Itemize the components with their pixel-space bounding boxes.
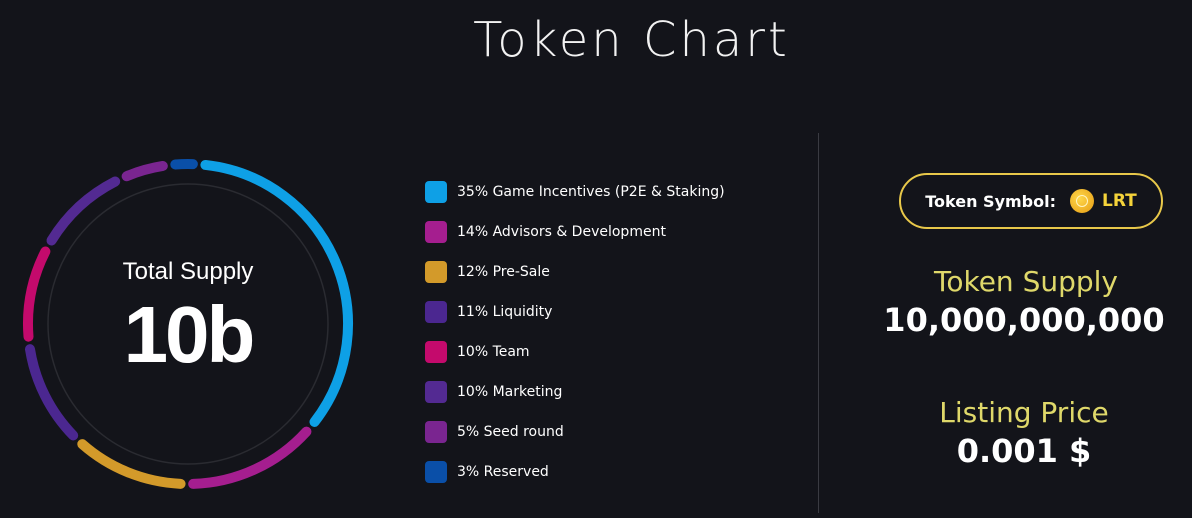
donut-segment [188,426,312,489]
legend-label: 3% Reserved [457,464,549,480]
token-supply-label: Token Supply [934,265,1118,298]
token-symbol-label: Token Symbol: [925,191,1056,211]
donut-inner-ring [47,183,329,465]
legend-item: 14% Advisors & Development [425,212,725,252]
donut-segment [24,344,79,441]
donut-segment [46,176,121,246]
legend-swatch [425,461,447,483]
vertical-divider [818,133,819,513]
legend-swatch [425,301,447,323]
donut-segment [121,160,168,182]
legend-swatch [425,341,447,363]
donut-segment [77,439,186,489]
legend-swatch [425,261,447,283]
legend-item: 12% Pre-Sale [425,252,725,292]
page-title: Token Chart [473,12,790,68]
token-symbol-badge: Token Symbol: LRT [899,173,1163,229]
total-supply-value: 10b [123,290,256,379]
legend-label: 14% Advisors & Development [457,224,666,240]
legend-label: 10% Marketing [457,384,563,400]
listing-price-value: 0.001 $ [956,432,1092,470]
legend-item: 5% Seed round [425,412,725,452]
legend-label: 35% Game Incentives (P2E & Staking) [457,184,725,200]
token-supply-value: 10,000,000,000 [883,301,1165,339]
donut-segment [200,159,353,427]
coin-icon [1070,189,1094,213]
donut-segment [170,159,198,170]
legend-label: 12% Pre-Sale [457,264,550,280]
legend-swatch [425,221,447,243]
legend-item: 10% Team [425,332,725,372]
listing-price-label: Listing Price [939,396,1109,429]
legend-swatch [425,181,447,203]
token-symbol-value: LRT [1102,191,1137,211]
legend-swatch [425,381,447,403]
donut-segment [23,246,51,342]
legend-label: 10% Team [457,344,530,360]
chart-legend: 35% Game Incentives (P2E & Staking) 14% … [425,172,725,492]
legend-item: 3% Reserved [425,452,725,492]
legend-item: 11% Liquidity [425,292,725,332]
legend-label: 5% Seed round [457,424,564,440]
legend-swatch [425,421,447,443]
legend-item: 35% Game Incentives (P2E & Staking) [425,172,725,212]
legend-item: 10% Marketing [425,372,725,412]
total-supply-label: Total Supply [122,258,254,285]
legend-label: 11% Liquidity [457,304,553,320]
donut-chart [23,159,353,489]
